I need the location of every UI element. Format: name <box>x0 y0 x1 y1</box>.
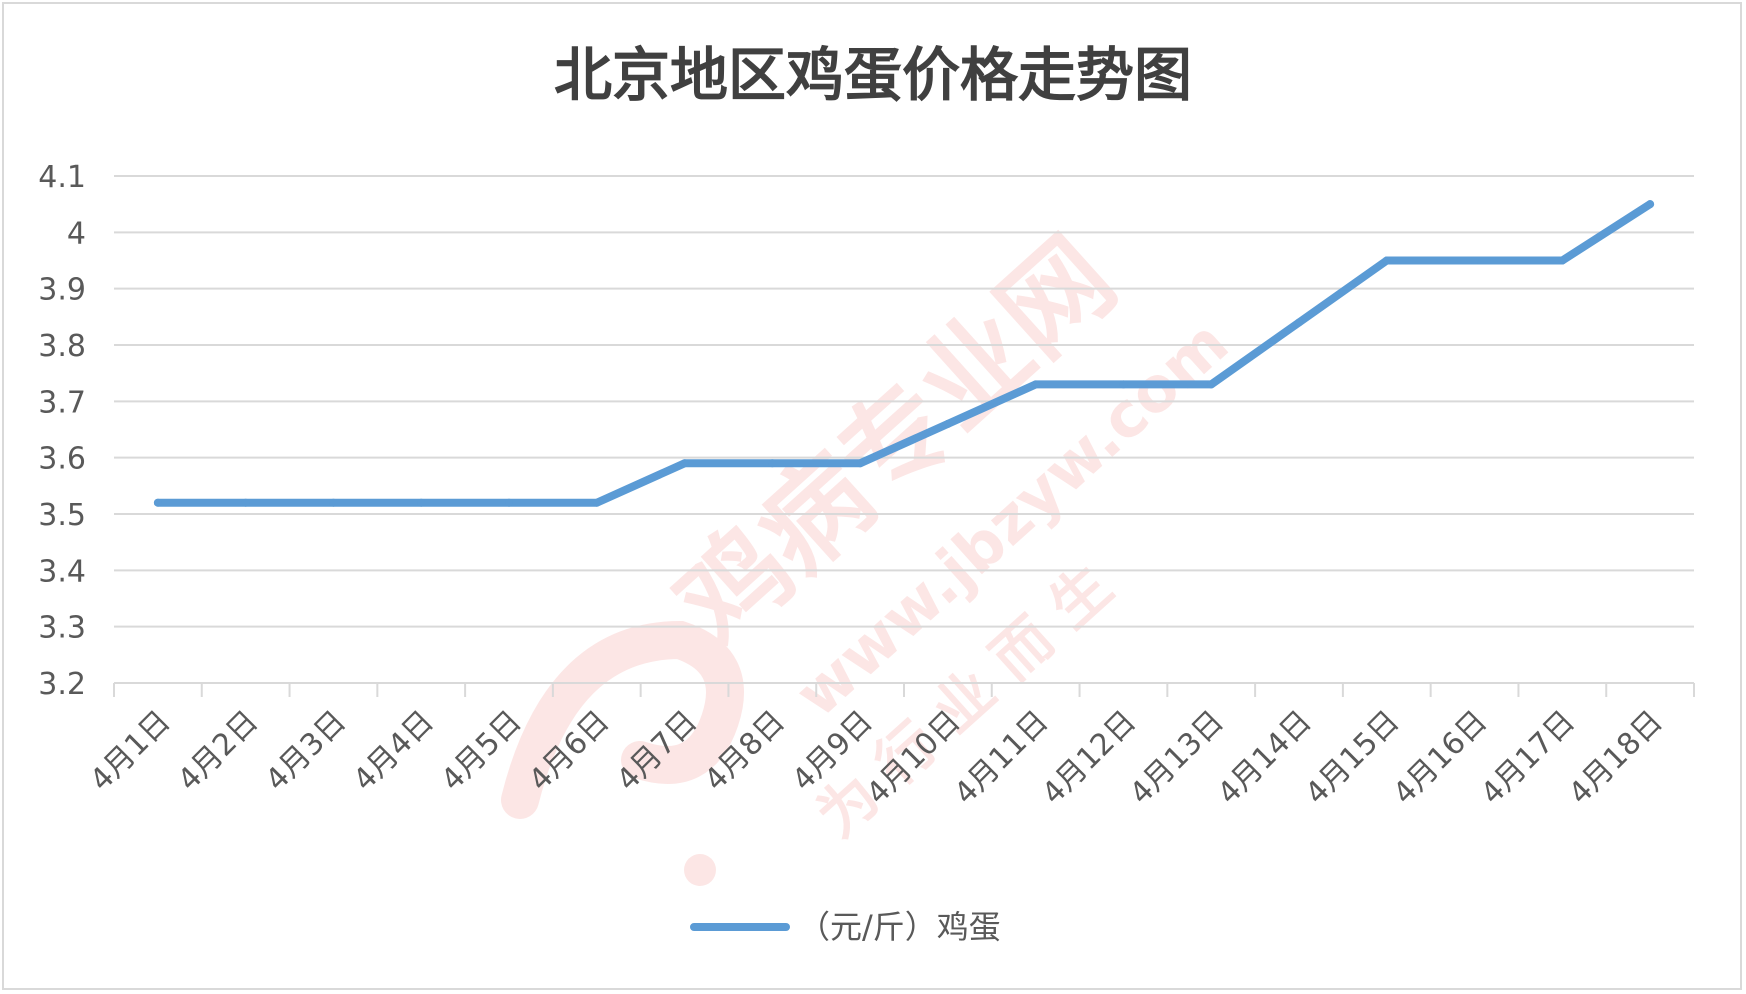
series-layer <box>153 200 1655 507</box>
x-tick-label: 4月14日 <box>1211 704 1319 812</box>
y-tick-label: 3.8 <box>38 329 86 364</box>
data-point <box>1031 380 1040 389</box>
x-tick-label: 4月12日 <box>1035 704 1143 812</box>
x-tick-label: 4月1日 <box>83 704 177 798</box>
y-tick-label: 3.6 <box>38 442 86 477</box>
y-tick-label: 4.1 <box>38 160 86 195</box>
data-point <box>505 498 513 507</box>
y-tick-label: 3.9 <box>38 273 86 308</box>
y-axis-tick-labels: 3.2 3.3 3.4 3.5 3.6 3.7 3.8 3.9 4 4.1 <box>38 160 86 702</box>
x-tick-label: 4月2日 <box>171 704 265 798</box>
x-tick-label: 4月18日 <box>1562 704 1670 812</box>
y-tick-label: 3.7 <box>38 385 86 420</box>
data-point <box>680 459 689 468</box>
gridlines <box>114 175 1694 628</box>
data-point <box>1295 318 1303 327</box>
data-point <box>329 498 338 507</box>
data-point <box>153 498 162 507</box>
series-line <box>153 200 1655 507</box>
data-point <box>1470 256 1479 265</box>
data-point <box>592 498 601 507</box>
data-point <box>856 459 865 468</box>
data-point <box>241 498 250 507</box>
legend: （元/斤）鸡蛋 <box>690 908 1001 946</box>
data-point <box>1207 380 1216 389</box>
x-tick-label: 4月3日 <box>259 704 353 798</box>
chart-title: 北京地区鸡蛋价格走势图 <box>554 41 1192 109</box>
x-tick-label: 4月13日 <box>1123 704 1231 812</box>
data-point <box>1646 200 1655 209</box>
x-tick-label: 4月17日 <box>1474 704 1582 812</box>
y-tick-label: 3.4 <box>38 554 86 589</box>
data-point <box>1119 380 1128 389</box>
watermark-logo <box>501 620 744 886</box>
x-tick-label: 4月16日 <box>1387 704 1495 812</box>
data-point <box>768 459 777 468</box>
x-tick-label: 4月4日 <box>347 704 441 798</box>
y-tick-label: 3.5 <box>38 498 86 533</box>
y-tick-label: 3.3 <box>38 611 86 646</box>
x-axis <box>113 682 1695 697</box>
legend-label: （元/斤）鸡蛋 <box>798 908 1001 946</box>
x-tick-label: 4月15日 <box>1299 704 1407 812</box>
y-tick-label: 3.2 <box>38 667 86 702</box>
data-point <box>1558 256 1567 265</box>
data-point <box>943 419 952 428</box>
data-point <box>417 498 426 507</box>
data-point <box>1382 256 1391 265</box>
y-tick-label: 4 <box>67 216 86 251</box>
